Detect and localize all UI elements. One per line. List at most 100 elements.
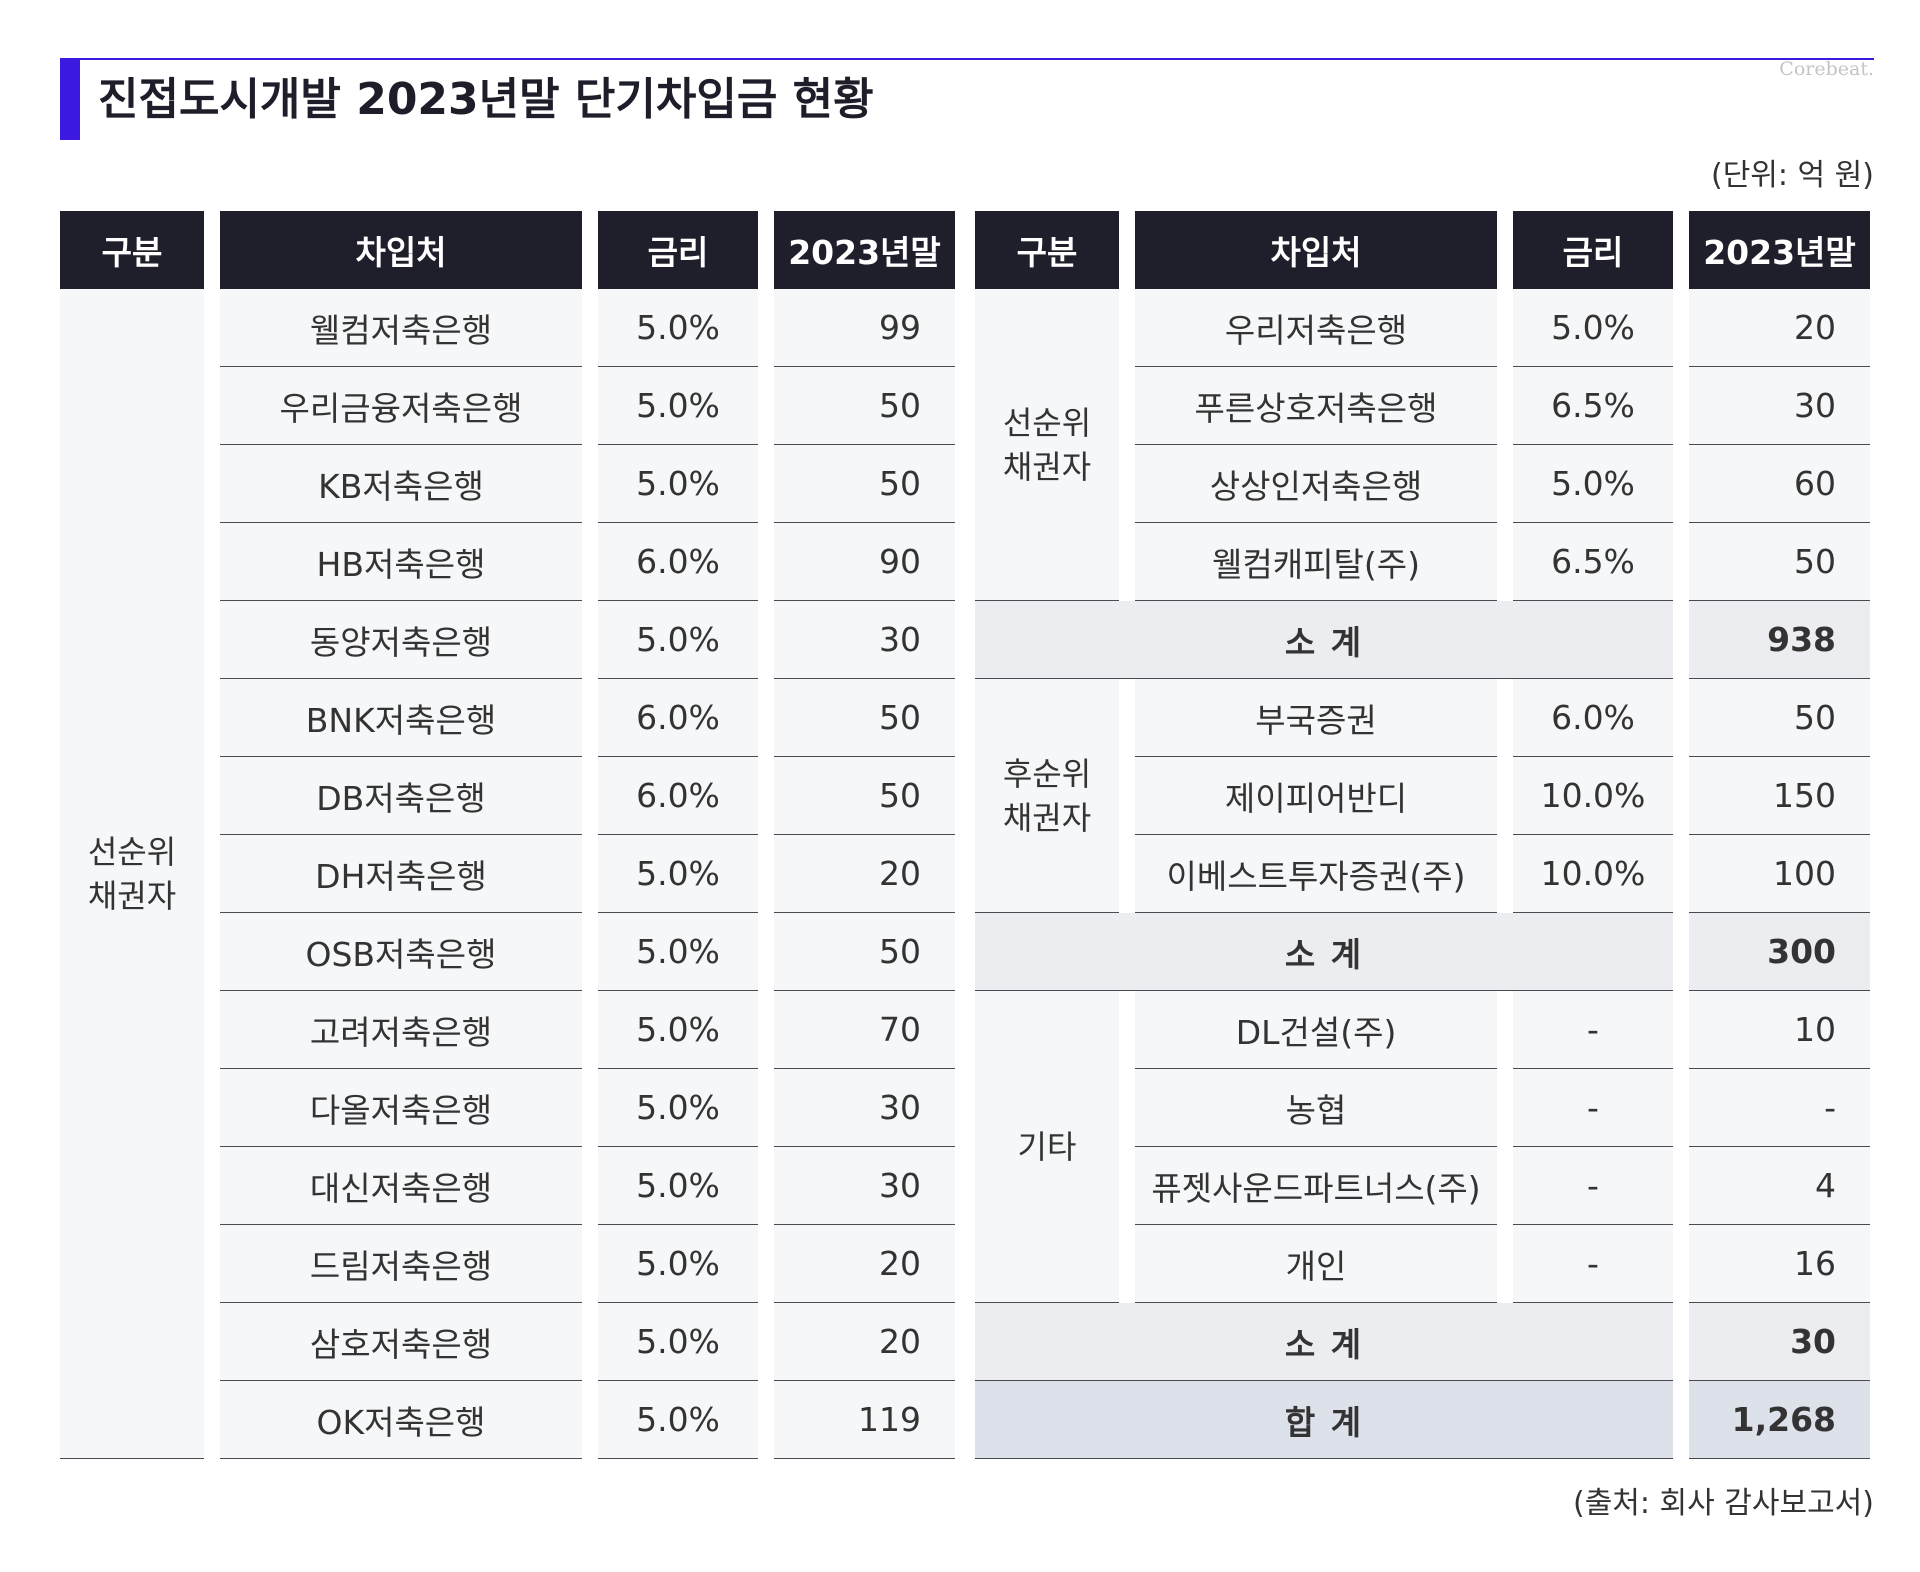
col-header-lender: 차입처 [220, 211, 582, 289]
table-row: OSB저축은행 5.0% 50 [60, 913, 955, 991]
lender-cell: 개인 [1135, 1225, 1497, 1303]
table-row: 선순위 채권자 웰컴저축은행 5.0% 99 [60, 289, 955, 1459]
amount-cell: - [1689, 1069, 1870, 1147]
col-header-category: 구분 [60, 211, 204, 289]
total-value: 1,268 [1689, 1381, 1870, 1459]
amount-cell: 20 [774, 1225, 955, 1303]
rate-cell: 5.0% [598, 1381, 758, 1459]
rate-cell: 5.0% [598, 601, 758, 679]
lender-cell: 이베스트투자증권(주) [1135, 835, 1497, 913]
table-row: 퓨젯사운드파트너스(주) -4 [975, 1147, 1870, 1225]
total-label: 합 계 [975, 1381, 1673, 1459]
table-row: 농협 - - [975, 1069, 1870, 1147]
rate-cell: 5.0% [598, 991, 758, 1069]
rate-cell: 5.0% [598, 913, 758, 991]
col-header-lender: 차입처 [1135, 211, 1497, 289]
lender-cell: 우리저축은행 [1135, 289, 1497, 367]
rate-cell: 6.0% [1513, 679, 1673, 757]
lender-cell: 대신저축은행 [220, 1147, 582, 1225]
col-header-rate: 금리 [598, 211, 758, 289]
amount-cell: 30 [774, 601, 955, 679]
rate-cell: 10.0% [1513, 835, 1673, 913]
lender-cell: 부국증권 [1135, 679, 1497, 757]
category-cell: 후순위 채권자 [975, 679, 1119, 913]
amount-cell: 50 [774, 445, 955, 523]
col-header-category: 구분 [975, 211, 1119, 289]
amount-cell: 20 [774, 1303, 955, 1381]
col-header-rate: 금리 [1513, 211, 1673, 289]
lender-cell: 농협 [1135, 1069, 1497, 1147]
table-row: 동양저축은행 5.0% 30 [60, 601, 955, 679]
amount-cell: 60 [1689, 445, 1870, 523]
rate-cell: 6.0% [598, 679, 758, 757]
right-table: 구분 차입처 금리 2023년말 선순위 채권자 우리저축은행 5.0% 20 푸른상호… [975, 211, 1870, 1459]
amount-cell: 100 [1689, 835, 1870, 913]
rate-cell: - [1513, 1069, 1673, 1147]
subtotal-label: 소 계 [975, 1303, 1673, 1381]
left-table: 구분 차입처 금리 2023년말 선순위 채권자 웰컴저축은행 5.0% 99 우리금융… [60, 211, 955, 1459]
lender-cell: 제이피어반디 [1135, 757, 1497, 835]
amount-cell: 30 [1689, 367, 1870, 445]
rate-cell: 10.0% [1513, 757, 1673, 835]
table-row: 대신저축은행 5.0% 30 [60, 1147, 955, 1225]
table-row: KB저축은행 5.0% 50 [60, 445, 955, 523]
table-row: 상상인저축은행 5.0% 60 [975, 445, 1870, 523]
rate-cell: 6.0% [598, 757, 758, 835]
amount-cell: 50 [774, 367, 955, 445]
title-accent-bar [60, 58, 80, 140]
table-row: DH저축은행 5.0% 20 [60, 835, 955, 913]
table-row: 드림저축은행 5.0% 20 [60, 1225, 955, 1303]
subtotal-row: 소 계 30 [975, 1303, 1870, 1381]
amount-cell: 50 [774, 913, 955, 991]
table-row: DB저축은행 6.0% 50 [60, 757, 955, 835]
page-title: 진접도시개발 2023년말 단기차입금 현황 [98, 74, 874, 125]
subtotal-row: 소 계 938 [975, 601, 1870, 679]
total-row: 합 계 1,268 [975, 1381, 1870, 1459]
amount-cell: 30 [774, 1069, 955, 1147]
amount-cell: 30 [774, 1147, 955, 1225]
amount-cell: 50 [774, 757, 955, 835]
rate-cell: 5.0% [598, 1147, 758, 1225]
lender-cell: 다올저축은행 [220, 1069, 582, 1147]
lender-cell: DH저축은행 [220, 835, 582, 913]
table-row: 제이피어반디 10.0% 150 [975, 757, 1870, 835]
rate-cell: 5.0% [1513, 445, 1673, 523]
unit-note: (단위: 억 원) [1711, 158, 1874, 193]
amount-cell: 99 [774, 289, 955, 367]
top-rule [60, 58, 1874, 60]
amount-cell: 50 [774, 679, 955, 757]
rate-cell: 5.0% [598, 1225, 758, 1303]
amount-cell: 50 [1689, 523, 1870, 601]
left-header-row: 구분 차입처 금리 2023년말 [60, 211, 955, 289]
table-row: 우리금융저축은행 5.0% 50 [60, 367, 955, 445]
lender-cell: BNK저축은행 [220, 679, 582, 757]
rate-cell: 5.0% [598, 1069, 758, 1147]
rate-cell: - [1513, 991, 1673, 1069]
lender-cell: 웰컴저축은행 [220, 289, 582, 367]
lender-cell: 고려저축은행 [220, 991, 582, 1069]
table-row: OK저축은행 5.0% 119 [60, 1381, 955, 1459]
table-row: 푸른상호저축은행 6.5% 30 [975, 367, 1870, 445]
rate-cell: - [1513, 1225, 1673, 1303]
lender-cell: 삼호저축은행 [220, 1303, 582, 1381]
amount-cell: 70 [774, 991, 955, 1069]
lender-cell: HB저축은행 [220, 523, 582, 601]
table-row: 삼호저축은행 5.0% 20 [60, 1303, 955, 1381]
col-header-amount: 2023년말 [1689, 211, 1870, 289]
rate-cell: 5.0% [1513, 289, 1673, 367]
amount-cell: 20 [1689, 289, 1870, 367]
subtotal-value: 938 [1689, 601, 1870, 679]
rate-cell: - [1513, 1147, 1673, 1225]
category-cell: 선순위 채권자 [975, 289, 1119, 601]
source-note: (출처: 회사 감사보고서) [1573, 1486, 1874, 1521]
subtotal-row: 소 계 300 [975, 913, 1870, 991]
table-row: 후순위 채권자 부국증권 6.0% 50 [975, 679, 1870, 913]
lender-cell: OSB저축은행 [220, 913, 582, 991]
amount-cell: 4 [1689, 1147, 1870, 1225]
rate-cell: 6.5% [1513, 367, 1673, 445]
subtotal-value: 30 [1689, 1303, 1870, 1381]
table-row: 웰컴캐피탈(주) 6.5% 50 [975, 523, 1870, 601]
category-cell: 기타 [975, 991, 1119, 1303]
left-table-panel: 구분 차입처 금리 2023년말 선순위 채권자 웰컴저축은행 5.0% 99 우리금융… [60, 211, 955, 1459]
